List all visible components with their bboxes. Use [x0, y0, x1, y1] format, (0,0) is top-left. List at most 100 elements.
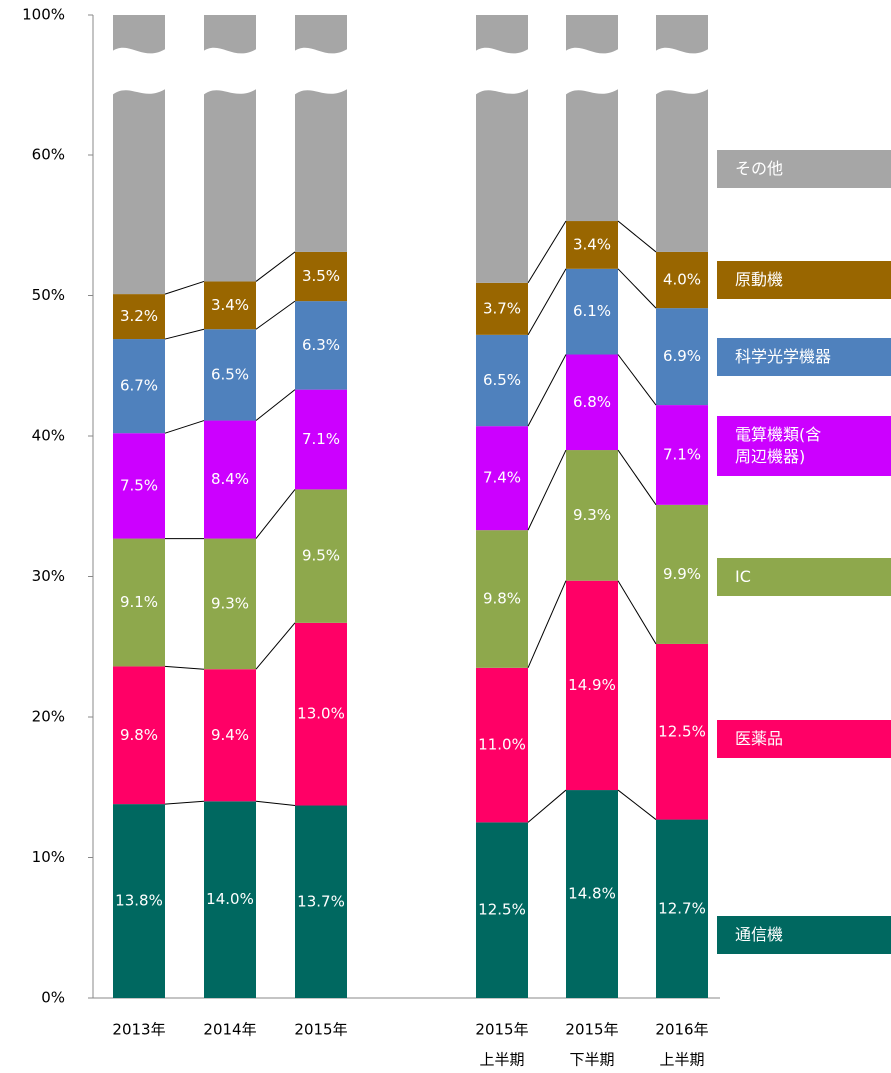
- bar-segment: [566, 354, 618, 451]
- axis-break: [474, 47, 530, 96]
- axis-break: [564, 47, 620, 96]
- legend-item: 電算機類(含周辺機器): [717, 416, 891, 476]
- connector: [164, 800, 205, 805]
- y-tick-label: 10%: [32, 848, 65, 866]
- value-label: 4.0%: [663, 271, 701, 289]
- bar-segment: [656, 251, 708, 309]
- legend-label: IC: [735, 567, 751, 586]
- axis-break: [654, 47, 710, 96]
- legend-item: IC: [717, 558, 891, 596]
- legend-item: 原動機: [717, 261, 891, 299]
- legend-item: その他: [717, 150, 891, 188]
- bar-segment: [476, 334, 528, 427]
- bar-segment: [295, 251, 347, 302]
- value-label: 13.0%: [297, 705, 345, 723]
- axis-break: [111, 47, 167, 96]
- bar-segment: [476, 426, 528, 531]
- bar-segment: [476, 667, 528, 823]
- connector: [617, 268, 657, 309]
- axis-break: [202, 47, 258, 96]
- value-label: 7.4%: [483, 469, 521, 487]
- bar-segment: [566, 450, 618, 581]
- value-label: 6.9%: [663, 347, 701, 365]
- bar-segment: [656, 643, 708, 820]
- connector: [255, 489, 296, 539]
- axis-break: [293, 47, 349, 96]
- value-label: 6.7%: [120, 377, 158, 395]
- value-label: 3.5%: [302, 267, 340, 285]
- bar-segment: [113, 433, 165, 539]
- legend-label: その他: [735, 159, 784, 178]
- connector: [255, 800, 296, 807]
- value-label: 12.5%: [658, 722, 706, 740]
- bar-segment: [113, 538, 165, 667]
- connector: [527, 449, 567, 531]
- bar-segment: [113, 804, 165, 998]
- bar-segment: [295, 301, 347, 390]
- x-tick-label: 2014年: [203, 1021, 256, 1039]
- legend-item: 科学光学機器: [717, 338, 891, 376]
- x-tick-label: 下半期: [569, 1051, 614, 1069]
- value-label: 9.8%: [120, 726, 158, 744]
- value-label: 3.4%: [211, 296, 249, 314]
- value-label: 3.4%: [573, 235, 611, 253]
- value-label: 3.7%: [483, 299, 521, 317]
- y-tick-label: 20%: [32, 708, 65, 726]
- connector: [255, 622, 296, 670]
- bar-segment: [566, 580, 618, 791]
- bar-segment: [566, 790, 618, 998]
- value-label: 9.5%: [302, 547, 340, 565]
- bar-segment: [476, 530, 528, 668]
- value-label: 12.7%: [658, 899, 706, 917]
- value-label: 11.0%: [478, 736, 526, 754]
- bar-segment: [295, 805, 347, 998]
- bar-segment: [566, 268, 618, 355]
- connector: [255, 300, 296, 330]
- connector: [164, 280, 205, 295]
- connector: [617, 354, 657, 406]
- bar-segment: [204, 329, 256, 421]
- x-tick-label: 上半期: [659, 1051, 704, 1069]
- x-tick-label: 2015年: [475, 1021, 528, 1039]
- bar-segment: [656, 819, 708, 998]
- connector: [617, 449, 657, 506]
- connector: [527, 354, 567, 427]
- value-label: 9.4%: [211, 726, 249, 744]
- bar-segment: [113, 666, 165, 805]
- legend-item: 通信機: [717, 916, 891, 954]
- value-label: 6.5%: [483, 371, 521, 389]
- value-label: 13.8%: [115, 892, 163, 910]
- connector: [164, 328, 205, 340]
- bar-segment: [566, 15, 618, 222]
- bar-segment: [204, 420, 256, 539]
- bar-segment: [113, 294, 165, 340]
- connector: [527, 268, 567, 336]
- value-label: 7.1%: [663, 445, 701, 463]
- value-label: 7.1%: [302, 430, 340, 448]
- bar-segment: [295, 489, 347, 623]
- value-label: 8.4%: [211, 470, 249, 488]
- legend-item: 医薬品: [717, 720, 891, 758]
- y-tick-label: 0%: [41, 989, 65, 1007]
- value-label: 13.7%: [297, 892, 345, 910]
- bar-segment: [295, 622, 347, 806]
- value-label: 6.1%: [573, 302, 611, 320]
- bar-segment: [656, 405, 708, 505]
- connector: [164, 665, 205, 670]
- bar-segment: [656, 504, 708, 644]
- connector: [527, 580, 567, 669]
- legend-label: 科学光学機器: [735, 347, 832, 366]
- value-label: 9.9%: [663, 565, 701, 583]
- value-label: 12.5%: [478, 901, 526, 919]
- value-label: 6.5%: [211, 365, 249, 383]
- legend-label: 医薬品: [735, 729, 784, 748]
- connector: [527, 789, 567, 823]
- connector: [164, 420, 205, 434]
- value-label: 9.3%: [573, 506, 611, 524]
- legend-label: 通信機: [735, 925, 784, 944]
- y-tick-label: 30%: [32, 567, 65, 585]
- bar-segment: [476, 822, 528, 998]
- connector: [617, 580, 657, 645]
- value-label: 9.1%: [120, 593, 158, 611]
- bar-segment: [204, 281, 256, 330]
